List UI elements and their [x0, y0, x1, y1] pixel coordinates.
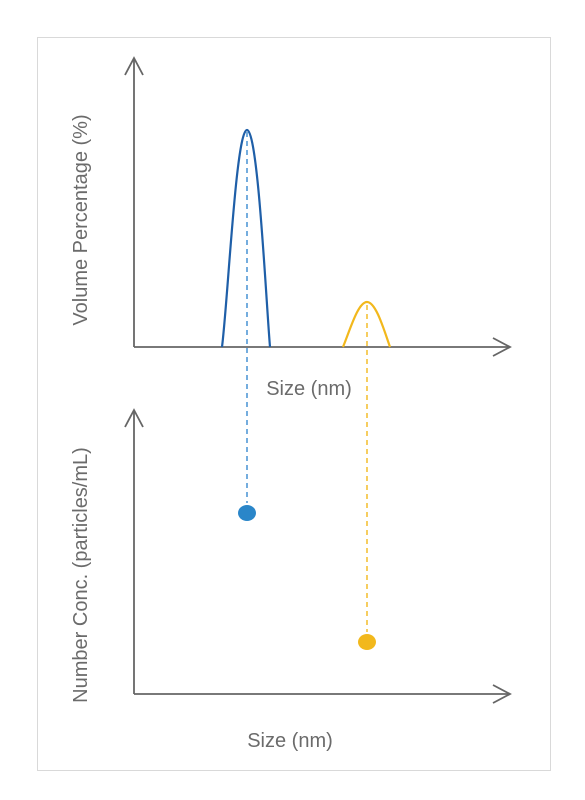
bottom-y-axis-label: Number Conc. (particles/mL): [70, 447, 92, 703]
peak-small-particles: [220, 128, 272, 348]
top-x-axis-arrowhead: [492, 337, 512, 357]
top-x-axis-label: Size (nm): [266, 378, 352, 400]
bottom-x-axis-label: Size (nm): [247, 730, 333, 752]
top-panel: Volume Percentage (%) Size (nm): [70, 56, 512, 400]
figure-frame: [37, 37, 551, 771]
top-y-axis-arrowhead: [124, 56, 144, 76]
dot-small-particles: [238, 505, 256, 521]
bottom-panel: Number Conc. (particles/mL) Size (nm): [70, 408, 512, 752]
bottom-x-axis-arrowhead: [492, 684, 512, 704]
bottom-y-axis-arrowhead: [124, 408, 144, 428]
dot-large-particles: [358, 634, 376, 650]
peak-large-particles: [341, 300, 392, 348]
top-y-axis-label: Volume Percentage (%): [70, 114, 92, 325]
